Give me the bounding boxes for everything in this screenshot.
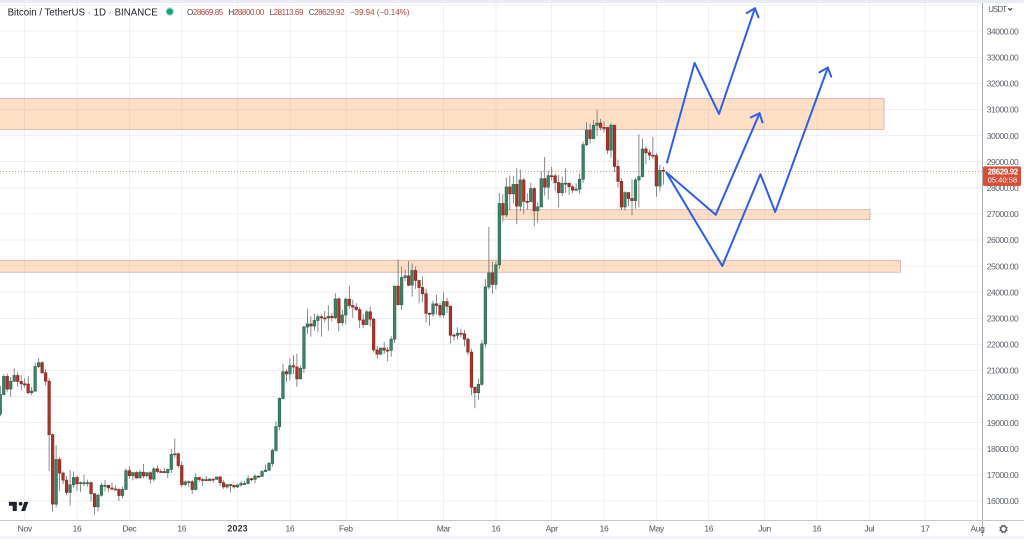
svg-text:16: 16	[704, 524, 713, 534]
svg-text:28629.92: 28629.92	[988, 168, 1019, 177]
svg-text:17: 17	[921, 524, 930, 534]
svg-text:USDT: USDT	[988, 5, 1007, 14]
svg-text:32000.00: 32000.00	[987, 79, 1019, 89]
svg-text:18000.00: 18000.00	[987, 444, 1019, 454]
svg-text:20000.00: 20000.00	[987, 392, 1019, 402]
svg-text:Dec: Dec	[122, 524, 137, 534]
svg-text:Aug: Aug	[970, 524, 985, 534]
svg-text:26000.00: 26000.00	[987, 235, 1019, 245]
svg-text:25000.00: 25000.00	[987, 261, 1019, 271]
svg-text:24000.00: 24000.00	[987, 287, 1019, 297]
svg-text:Jun: Jun	[758, 524, 771, 534]
svg-text:17000.00: 17000.00	[987, 470, 1019, 480]
svg-text:28000.00: 28000.00	[987, 183, 1019, 193]
svg-text:19000.00: 19000.00	[987, 418, 1019, 428]
svg-text:30000.00: 30000.00	[987, 131, 1019, 141]
svg-text:29000.00: 29000.00	[987, 157, 1019, 167]
svg-text:23000.00: 23000.00	[987, 314, 1019, 324]
svg-text:22000.00: 22000.00	[987, 340, 1019, 350]
svg-text:16: 16	[813, 524, 822, 534]
svg-text:05:40:58: 05:40:58	[988, 175, 1018, 184]
svg-text:Feb: Feb	[339, 524, 353, 534]
svg-text:16: 16	[600, 524, 609, 534]
svg-text:Jul: Jul	[864, 524, 874, 534]
svg-text:16: 16	[177, 524, 186, 534]
svg-text:16: 16	[73, 524, 82, 534]
svg-text:16: 16	[286, 524, 295, 534]
svg-text:Nov: Nov	[18, 524, 33, 534]
svg-text:2023: 2023	[227, 524, 247, 534]
svg-text:27000.00: 27000.00	[987, 209, 1019, 219]
svg-text:Apr: Apr	[546, 524, 559, 534]
svg-text:May: May	[649, 524, 665, 534]
svg-text:Mar: Mar	[437, 524, 451, 534]
svg-text:16: 16	[492, 524, 501, 534]
svg-text:21000.00: 21000.00	[987, 366, 1019, 376]
svg-text:16000.00: 16000.00	[987, 496, 1019, 506]
svg-text:33000.00: 33000.00	[987, 53, 1019, 63]
svg-text:31000.00: 31000.00	[987, 105, 1019, 115]
svg-text:34000.00: 34000.00	[987, 26, 1019, 36]
svg-text:Bitcoin / TetherUS · 1D · BINA: Bitcoin / TetherUS · 1D · BINANCE	[8, 7, 159, 18]
